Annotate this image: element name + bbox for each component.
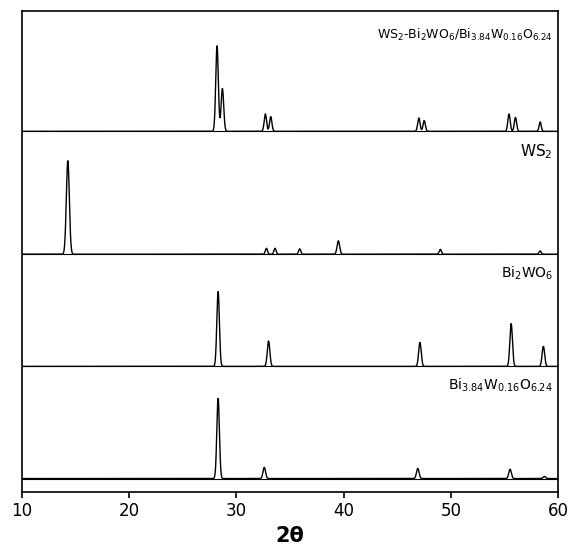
Text: Bi$_{3.84}$W$_{0.16}$O$_{6.24}$: Bi$_{3.84}$W$_{0.16}$O$_{6.24}$ (448, 377, 553, 394)
Text: Bi$_2$WO$_6$: Bi$_2$WO$_6$ (501, 265, 553, 282)
Text: WS$_2$-Bi$_2$WO$_6$/Bi$_{3.84}$W$_{0.16}$O$_{6.24}$: WS$_2$-Bi$_2$WO$_6$/Bi$_{3.84}$W$_{0.16}… (377, 27, 553, 43)
Text: WS$_2$: WS$_2$ (520, 142, 553, 161)
X-axis label: 2θ: 2θ (276, 526, 304, 546)
